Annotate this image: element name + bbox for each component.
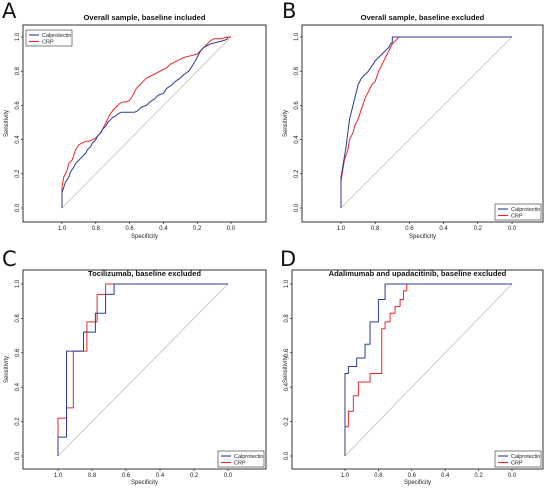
- y-tick-label: 0.2: [294, 169, 300, 178]
- y-tick-label: 0.4: [15, 382, 21, 391]
- x-tick-label: 1.0: [337, 226, 346, 232]
- x-tick-label: 0.4: [439, 226, 448, 232]
- x-tick-label: 0.2: [474, 473, 483, 479]
- panel-letter: A: [2, 0, 17, 23]
- x-tick-label: 0.8: [371, 226, 380, 232]
- roc-curve-calprotectin: [57, 283, 228, 456]
- panel-title: Adalimumab and upadacitinib, baseline ex…: [329, 269, 507, 278]
- x-axis-label: Specificity: [409, 234, 436, 240]
- y-tick-label: 0.0: [15, 451, 21, 460]
- x-tick-label: 0.0: [508, 226, 517, 232]
- panel-a: A Overall sample, baseline included 1.0 0.8…: [2, 0, 267, 240]
- panel-title: Overall sample, baseline excluded: [361, 13, 485, 22]
- legend-label: CRP: [511, 461, 523, 467]
- reference-diagonal: [340, 36, 513, 209]
- roc-curve-crp: [344, 283, 512, 456]
- x-axis-label: Specificity: [131, 480, 158, 486]
- x-tick-label: 1.0: [58, 226, 67, 232]
- plot-frame: [22, 269, 267, 470]
- legend-label: Calprotectin: [42, 33, 71, 39]
- x-tick-label: 0.4: [156, 473, 165, 479]
- roc-curve-calprotectin: [344, 283, 512, 456]
- y-tick-label: 0.2: [284, 417, 290, 426]
- y-tick-label: 0.8: [294, 66, 300, 75]
- x-tick-label: 0.8: [374, 473, 383, 479]
- y-tick-label: 0.0: [15, 203, 21, 212]
- x-tick-label: 0.8: [92, 226, 101, 232]
- panel-title: Overall sample, baseline included: [84, 13, 206, 22]
- y-tick-label: 0.4: [15, 135, 21, 144]
- y-tick-label: 0.4: [284, 382, 290, 391]
- x-tick-label: 0.2: [474, 226, 483, 232]
- roc-curve-crp: [61, 36, 231, 208]
- y-tick-label: 1.0: [15, 32, 21, 41]
- panel-c: C Tocilizumab, baseline excluded 1.0 0.8 0.6…: [2, 247, 267, 486]
- y-tick-label: 1.0: [294, 32, 300, 41]
- y-tick-label: 0.8: [15, 66, 21, 75]
- panel-letter: C: [2, 247, 17, 271]
- x-tick-label: 0.4: [441, 473, 450, 479]
- legend-label: Calprotectin: [234, 454, 263, 460]
- x-tick-label: 1.0: [341, 473, 350, 479]
- y-axis-label: Sensitivity: [4, 356, 10, 383]
- roc-curve-crp: [340, 36, 512, 208]
- plot-frame: [301, 24, 544, 223]
- y-tick-label: 0.8: [15, 314, 21, 323]
- y-tick-label: 0.6: [284, 348, 290, 357]
- panel-letter: D: [280, 247, 296, 271]
- roc-curve-calprotectin: [61, 37, 229, 208]
- x-tick-label: 0.2: [190, 473, 199, 479]
- legend-label: Calprotectin: [511, 207, 540, 213]
- x-tick-label: 0.0: [227, 226, 236, 232]
- y-axis-label: Sensitivity: [4, 110, 10, 137]
- y-tick-label: 1.0: [15, 279, 21, 288]
- panel-b: B Overall sample, baseline excluded 1.0 0.8…: [282, 0, 544, 240]
- x-axis-label: Specificity: [404, 480, 431, 486]
- legend-label: CRP: [42, 40, 54, 46]
- roc-curve-calprotectin: [340, 36, 512, 208]
- x-tick-label: 0.6: [122, 473, 131, 479]
- x-tick-label: 0.4: [159, 226, 168, 232]
- plot-frame: [22, 24, 267, 223]
- y-tick-label: 0.6: [15, 348, 21, 357]
- x-axis-label: Specificity: [131, 234, 158, 240]
- x-tick-label: 0.0: [508, 473, 517, 479]
- plot-frame: [291, 269, 544, 470]
- panel-title: Tocilizumab, baseline excluded: [88, 269, 201, 278]
- reference-diagonal: [344, 283, 513, 457]
- y-axis-label: Sensitivity: [283, 110, 289, 137]
- panel-letter: B: [282, 0, 296, 23]
- y-tick-label: 0.2: [15, 169, 21, 178]
- legend-label: CRP: [511, 214, 523, 220]
- reference-diagonal: [57, 283, 229, 457]
- x-tick-label: 0.6: [408, 473, 417, 479]
- x-tick-label: 0.0: [224, 473, 233, 479]
- x-tick-label: 0.8: [88, 473, 97, 479]
- y-tick-label: 0.0: [294, 203, 300, 212]
- x-tick-label: 1.0: [54, 473, 63, 479]
- y-axis-label: Sensitivity: [283, 356, 289, 383]
- y-tick-label: 0.4: [294, 135, 300, 144]
- y-tick-label: 0.2: [15, 417, 21, 426]
- reference-diagonal: [61, 36, 232, 209]
- y-tick-label: 0.6: [15, 101, 21, 110]
- panel-d: D Adalimumab and upadacitinib, baseline e…: [280, 247, 544, 486]
- x-tick-label: 0.6: [125, 226, 134, 232]
- x-tick-label: 0.2: [193, 226, 202, 232]
- y-tick-label: 0.0: [284, 451, 290, 460]
- legend-label: Calprotectin: [511, 454, 540, 460]
- x-tick-label: 0.6: [405, 226, 414, 232]
- y-tick-label: 1.0: [284, 279, 290, 288]
- legend-label: CRP: [234, 461, 246, 467]
- y-tick-label: 0.6: [294, 101, 300, 110]
- y-tick-label: 0.8: [284, 314, 290, 323]
